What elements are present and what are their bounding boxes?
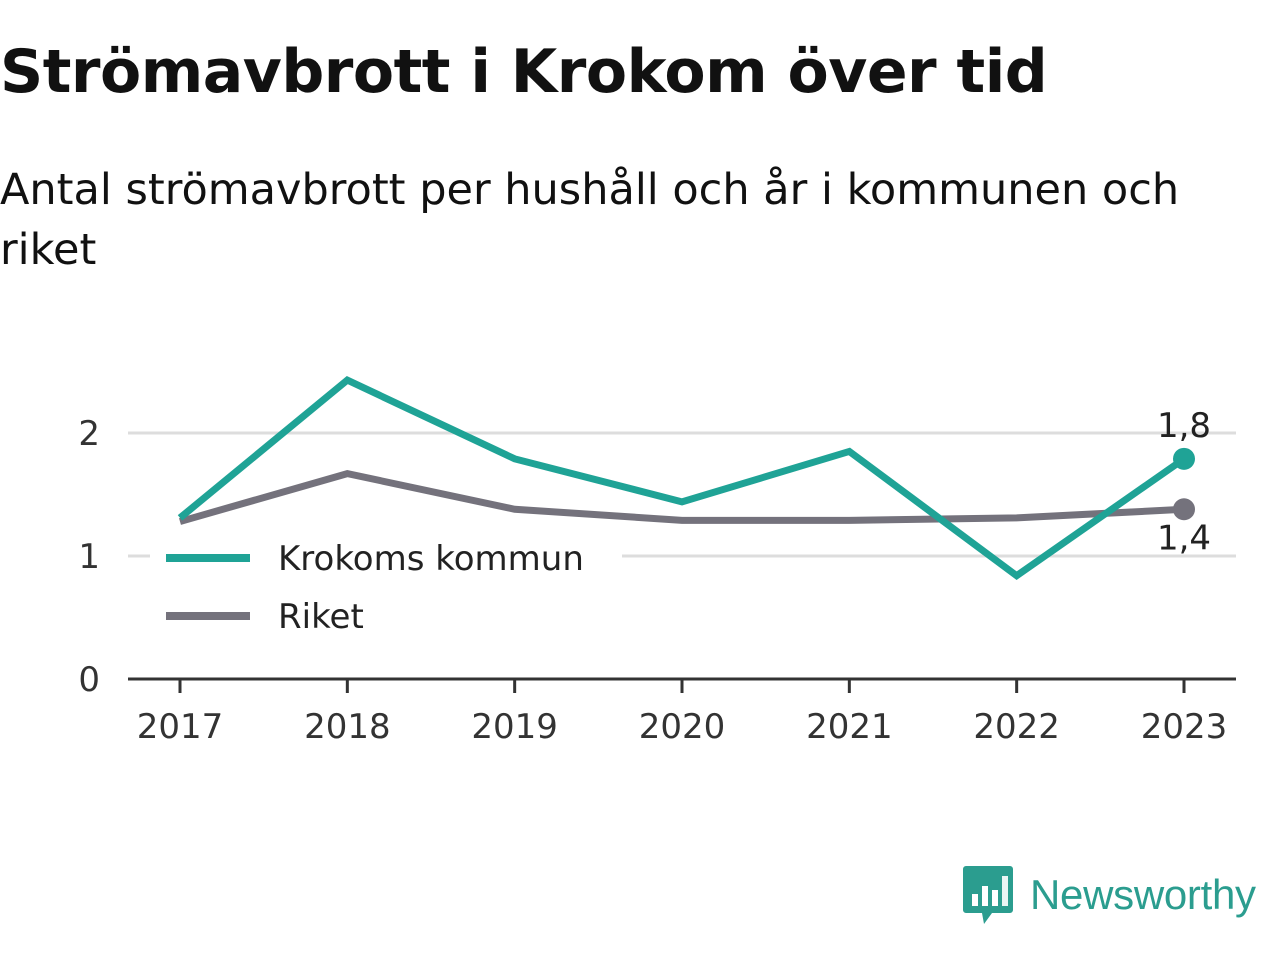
chart-title: Strömavbrott i Krokom över tid [0,37,1048,107]
end-labels: 1,8 1,4 [1157,406,1211,558]
y-axis: 0 1 2 [78,414,100,700]
x-tick-label: 2022 [973,707,1060,747]
x-tick-label: 2021 [806,707,893,747]
y-tick-label: 2 [78,414,100,454]
chart-subtitle: Antal strömavbrott per hushåll och år i … [0,165,1180,275]
x-axis: 2017 2018 2019 2020 2021 2022 2023 [137,679,1228,747]
x-tick-label: 2020 [639,707,726,747]
x-tick-label: 2019 [471,707,558,747]
legend: Krokoms kommun Riket [150,528,622,640]
series-lines [177,376,1195,580]
legend-label: Riket [278,597,364,637]
brand-name: Newsworthy [1030,871,1256,918]
series-end-point [1173,447,1195,470]
series-line [179,469,1185,525]
newsworthy-logo-icon [963,866,1013,924]
x-tick-label: 2023 [1141,707,1228,747]
legend-label: Krokoms kommun [278,539,584,579]
y-tick-label: 1 [78,537,100,577]
end-value-label: 1,4 [1157,518,1211,558]
x-tick-label: 2018 [304,707,391,747]
series-end-point [1173,498,1195,521]
x-tick-label: 2017 [137,707,224,747]
brand-logo: Newsworthy [962,862,1256,928]
legend-background [150,528,622,640]
y-tick-label: 0 [78,660,100,700]
end-value-label: 1,8 [1157,406,1211,446]
